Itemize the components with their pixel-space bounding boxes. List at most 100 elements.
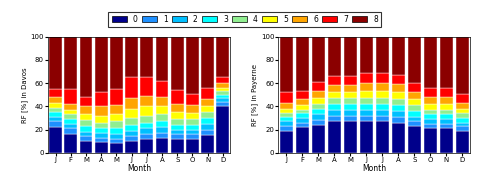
Bar — [171, 125, 184, 130]
Bar — [64, 110, 77, 114]
Bar — [440, 110, 453, 114]
Bar — [279, 103, 293, 109]
Bar — [375, 110, 389, 116]
Bar — [360, 73, 373, 83]
Bar — [408, 126, 421, 153]
Bar — [375, 73, 389, 83]
Bar — [95, 106, 108, 116]
Bar — [440, 88, 453, 97]
Bar — [125, 125, 138, 131]
Bar — [375, 91, 389, 98]
Bar — [296, 37, 309, 91]
Bar — [49, 97, 62, 103]
Bar — [201, 135, 214, 153]
Bar — [186, 125, 199, 130]
Bar — [312, 37, 325, 82]
Bar — [456, 37, 469, 94]
Bar — [125, 77, 138, 98]
Bar — [64, 128, 77, 134]
Bar — [279, 113, 293, 117]
Bar — [49, 117, 62, 121]
Bar — [344, 110, 357, 116]
Bar — [327, 116, 341, 121]
Bar — [171, 119, 184, 125]
Bar — [125, 109, 138, 118]
Bar — [375, 83, 389, 91]
Bar — [186, 113, 199, 119]
Bar — [156, 127, 168, 133]
Bar — [279, 126, 293, 131]
Bar — [140, 77, 153, 96]
Bar — [296, 91, 309, 99]
Bar — [156, 133, 168, 138]
Bar — [156, 37, 168, 81]
Bar — [80, 137, 93, 141]
Bar — [360, 110, 373, 116]
Bar — [49, 121, 62, 127]
Bar — [80, 141, 93, 153]
Bar — [296, 105, 309, 110]
Bar — [156, 81, 168, 97]
Bar — [201, 106, 214, 112]
Bar — [80, 37, 93, 97]
Bar — [423, 88, 437, 97]
Bar — [312, 109, 325, 114]
Bar — [125, 137, 138, 141]
Bar — [80, 114, 93, 120]
Bar — [186, 105, 199, 113]
Bar — [216, 91, 229, 95]
Bar — [279, 117, 293, 121]
Bar — [392, 105, 405, 111]
Bar — [140, 37, 153, 77]
Bar — [456, 103, 469, 109]
Bar — [49, 89, 62, 97]
Bar — [392, 75, 405, 84]
Bar — [312, 82, 325, 91]
Bar — [296, 113, 309, 118]
Bar — [327, 104, 341, 110]
Bar — [375, 37, 389, 73]
Bar — [440, 128, 453, 153]
Bar — [344, 92, 357, 98]
Bar — [80, 132, 93, 137]
Bar — [392, 92, 405, 99]
Bar — [423, 97, 437, 104]
Bar — [156, 97, 168, 106]
Bar — [201, 118, 214, 124]
Bar — [423, 110, 437, 114]
Bar — [327, 98, 341, 104]
Bar — [110, 105, 123, 114]
Bar — [344, 37, 357, 76]
Bar — [440, 37, 453, 88]
Bar — [95, 142, 108, 153]
Bar — [64, 104, 77, 110]
Bar — [171, 139, 184, 153]
Bar — [279, 92, 293, 103]
Bar — [327, 110, 341, 116]
Bar — [408, 117, 421, 121]
Bar — [456, 118, 469, 123]
X-axis label: Month: Month — [362, 164, 386, 173]
Bar — [375, 121, 389, 153]
Bar — [327, 37, 341, 76]
Bar — [296, 123, 309, 127]
Bar — [125, 141, 138, 153]
Bar — [456, 94, 469, 103]
Bar — [80, 126, 93, 132]
Bar — [360, 121, 373, 153]
Bar — [312, 91, 325, 98]
Bar — [423, 104, 437, 110]
Bar — [140, 116, 153, 123]
Bar — [344, 76, 357, 86]
Bar — [216, 102, 229, 106]
Bar — [375, 116, 389, 121]
Bar — [171, 130, 184, 134]
Bar — [110, 121, 123, 128]
Bar — [344, 104, 357, 110]
Bar — [80, 97, 93, 106]
Bar — [375, 98, 389, 104]
Bar — [110, 37, 123, 89]
Bar — [64, 89, 77, 104]
Bar — [140, 139, 153, 153]
Bar — [423, 119, 437, 124]
